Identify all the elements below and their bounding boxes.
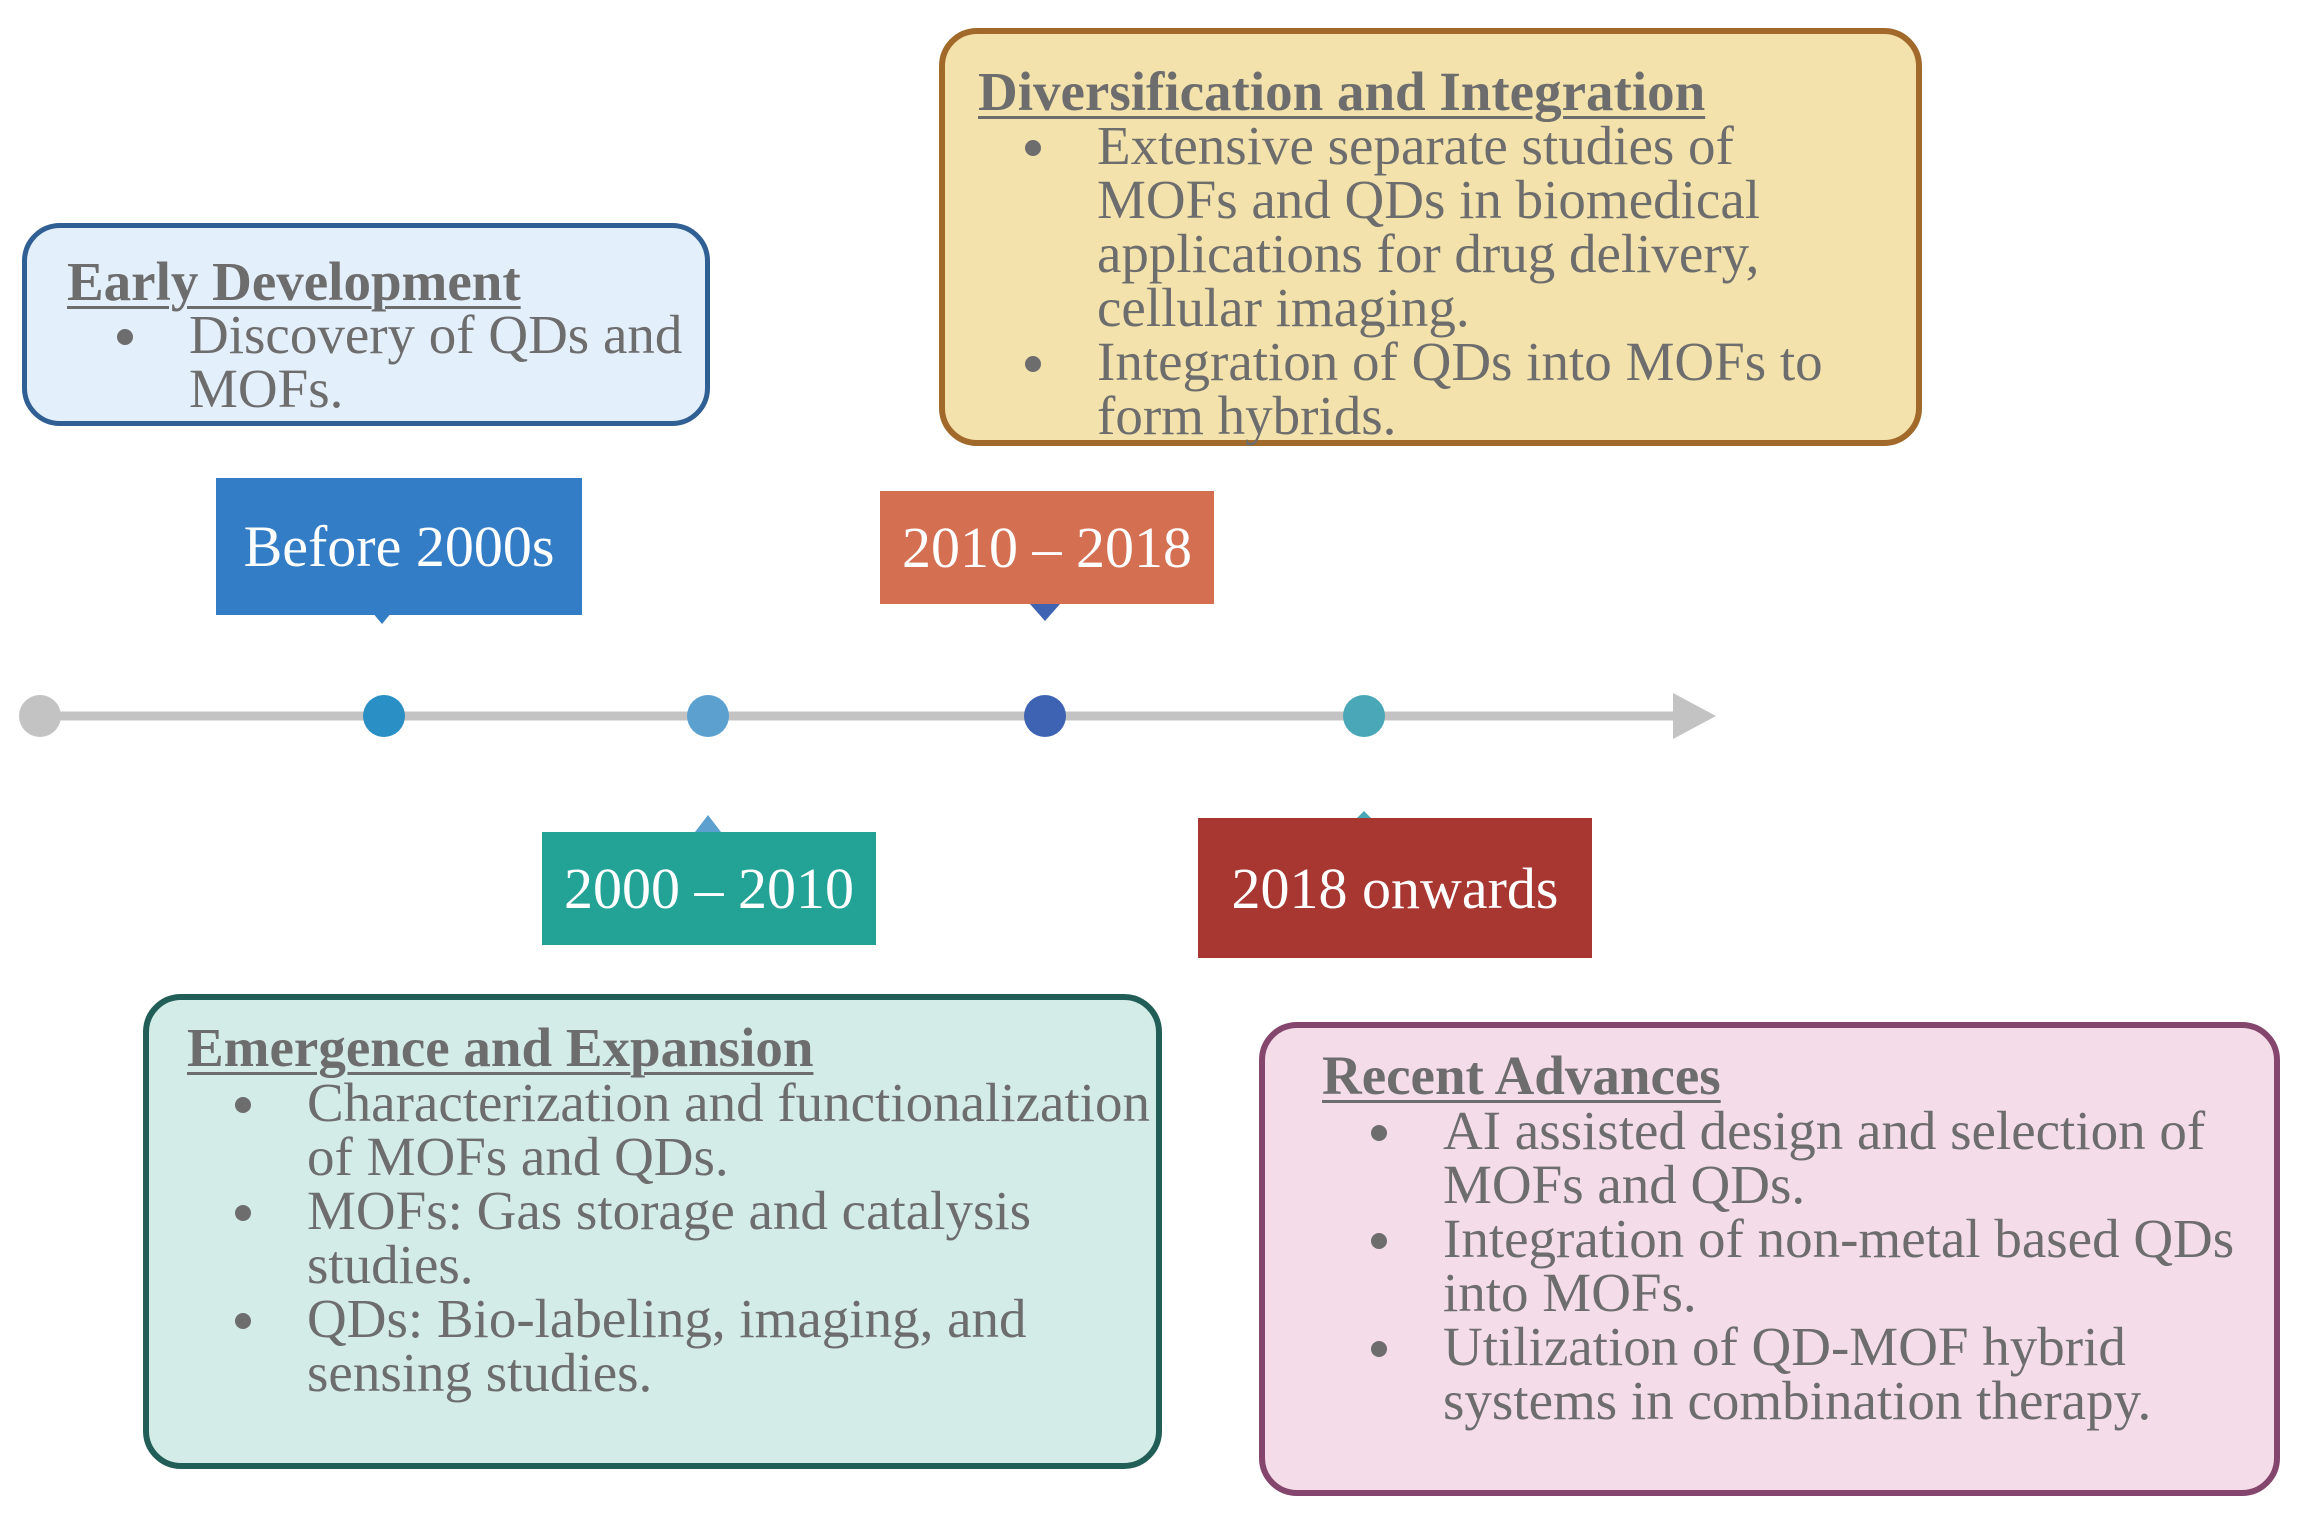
- timeline-dot-before-2000s: [363, 695, 405, 737]
- timeline-dot-2010-2018: [1024, 695, 1066, 737]
- early-development-box: Early Development Discovery of QDs and M…: [22, 223, 710, 426]
- pointer-2018-onwards: [1357, 811, 1371, 818]
- recent-advances-title: Recent Advances: [1322, 1045, 1721, 1106]
- timeline-dot-start: [19, 695, 61, 737]
- emergence-bullet: Characterization and functionalization o…: [195, 1075, 1155, 1184]
- diversification-bullets: Extensive separate studies of MOFs and Q…: [985, 118, 1865, 443]
- diversification-bullet: Integration of QDs into MOFs to form hyb…: [985, 334, 1865, 443]
- recent-advances-bullet: Integration of non-metal based QDs into …: [1331, 1211, 2261, 1320]
- emergence-bullet: MOFs: Gas storage and catalysis studies.: [195, 1183, 1155, 1292]
- recent-advances-bullet: AI assisted design and selection of MOFs…: [1331, 1103, 2261, 1212]
- timeline-dot-2018-onwards: [1343, 695, 1385, 737]
- label-2000-2010: 2000 – 2010: [542, 832, 876, 945]
- diversification-bullet: Extensive separate studies of MOFs and Q…: [985, 118, 1865, 335]
- pointer-before-2000s: [372, 612, 392, 624]
- label-before-2000s: Before 2000s: [216, 478, 582, 615]
- emergence-bullet: QDs: Bio-labeling, imaging, and sensing …: [195, 1291, 1155, 1400]
- recent-advances-bullets: AI assisted design and selection of MOFs…: [1331, 1103, 2261, 1428]
- label-2018-onwards: 2018 onwards: [1198, 818, 1592, 958]
- early-development-title: Early Development: [67, 251, 521, 312]
- pointer-2010-2018: [1030, 604, 1060, 621]
- diversification-title: Diversification and Integration: [978, 61, 1706, 122]
- emergence-bullets: Characterization and functionalization o…: [195, 1075, 1155, 1400]
- label-2010-2018: 2010 – 2018: [880, 491, 1214, 604]
- early-development-bullets: Discovery of QDs and MOFs.: [77, 307, 697, 416]
- early-development-bullet: Discovery of QDs and MOFs.: [77, 307, 697, 416]
- timeline-dot-2000-2010: [687, 695, 729, 737]
- recent-advances-box: Recent Advances AI assisted design and s…: [1259, 1022, 2280, 1496]
- emergence-title: Emergence and Expansion: [187, 1017, 814, 1078]
- recent-advances-bullet: Utilization of QD-MOF hybrid systems in …: [1331, 1319, 2261, 1428]
- timeline-arrowhead: [1673, 693, 1716, 739]
- pointer-2000-2010: [695, 815, 721, 832]
- diversification-box: Diversification and Integration Extensiv…: [939, 28, 1922, 446]
- emergence-box: Emergence and Expansion Characterization…: [143, 994, 1162, 1469]
